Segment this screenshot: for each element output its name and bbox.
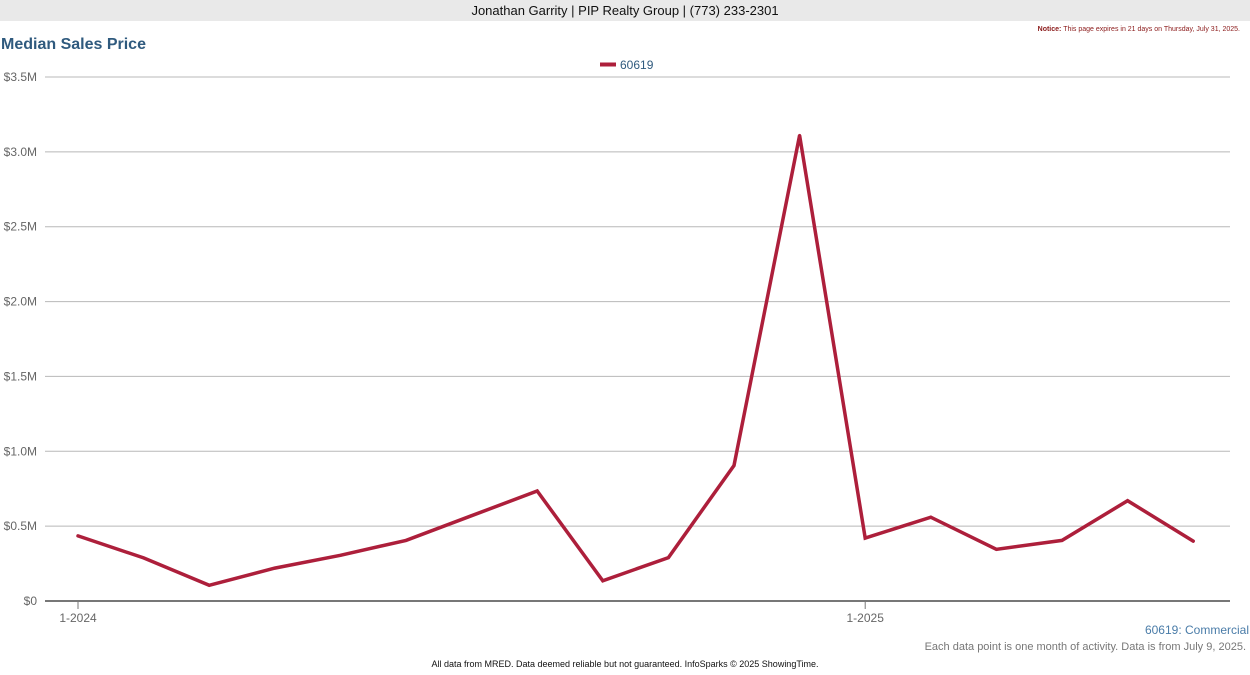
y-tick-label: $3.5M bbox=[4, 70, 37, 84]
y-tick-label: $1.5M bbox=[4, 369, 37, 383]
data-point bbox=[1126, 499, 1130, 503]
y-tick-label: $0 bbox=[24, 594, 38, 608]
data-point bbox=[404, 538, 408, 542]
data-point bbox=[1060, 538, 1064, 542]
y-tick-label: $2.0M bbox=[4, 295, 37, 309]
notice-label: Notice: bbox=[1037, 26, 1062, 33]
data-point bbox=[601, 579, 605, 583]
data-point bbox=[1191, 539, 1195, 543]
footer-disclaimer: All data from MRED. Data deemed reliable… bbox=[431, 659, 819, 669]
chart-subtitle: 60619: Commercial bbox=[1144, 623, 1249, 637]
x-tick-label: 1-2025 bbox=[847, 611, 885, 625]
data-point bbox=[273, 566, 277, 570]
data-point bbox=[994, 547, 998, 551]
notice-text: This page expires in 21 days on Thursday… bbox=[1063, 26, 1240, 33]
data-point bbox=[929, 515, 933, 519]
data-point bbox=[863, 536, 867, 540]
series-line-60619 bbox=[76, 135, 1195, 588]
x-tick-label: 1-2024 bbox=[59, 611, 97, 625]
data-point bbox=[666, 556, 670, 560]
y-tick-label: $0.5M bbox=[4, 519, 37, 533]
data-point bbox=[76, 534, 80, 538]
data-point bbox=[535, 489, 539, 493]
data-point bbox=[338, 553, 342, 557]
data-point bbox=[142, 556, 146, 560]
median-sales-price-chart: $0 $0.5M $1.0M $1.5M $2.0M $2.5M $3.0M $3.5M 1-2… bbox=[4, 58, 1230, 625]
expiry-notice: Notice: This page expires in 21 days on … bbox=[1038, 26, 1240, 33]
chart-title: Median Sales Price bbox=[1, 36, 146, 53]
y-tick-label: $3.0M bbox=[4, 145, 37, 159]
agent-header: Jonathan Garrity | PIP Realty Group | (7… bbox=[0, 0, 1250, 21]
legend-label: 60619 bbox=[620, 58, 654, 72]
data-point bbox=[207, 583, 211, 587]
data-point bbox=[798, 133, 802, 137]
data-point bbox=[470, 514, 474, 518]
y-tick-label: $2.5M bbox=[4, 220, 37, 234]
y-tick-label: $1.0M bbox=[4, 444, 37, 458]
data-note: Each data point is one month of activity… bbox=[924, 641, 1246, 653]
data-point bbox=[732, 464, 736, 468]
